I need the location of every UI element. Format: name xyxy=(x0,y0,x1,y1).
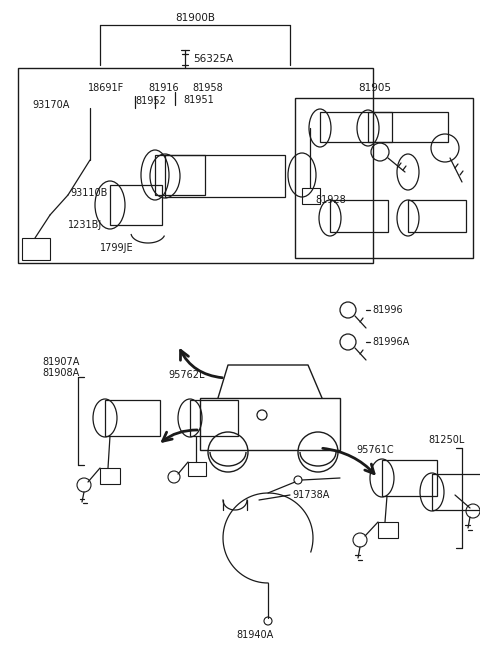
Text: 1799JE: 1799JE xyxy=(100,243,133,253)
Text: 81951: 81951 xyxy=(183,95,214,105)
Bar xyxy=(100,468,120,484)
Bar xyxy=(190,400,238,436)
Text: 81908A: 81908A xyxy=(42,368,79,378)
Bar xyxy=(105,400,160,436)
Bar xyxy=(110,185,162,225)
Bar xyxy=(368,112,448,142)
Text: 95762L: 95762L xyxy=(168,370,204,380)
Bar xyxy=(432,474,480,510)
Bar xyxy=(155,155,205,195)
Bar xyxy=(320,112,392,142)
Bar xyxy=(408,200,466,232)
Bar xyxy=(165,155,285,197)
Text: 81928: 81928 xyxy=(315,195,346,205)
Text: 91738A: 91738A xyxy=(292,490,329,500)
Text: 81250L: 81250L xyxy=(428,435,464,445)
Bar xyxy=(22,238,50,260)
Text: 1231BJ: 1231BJ xyxy=(68,220,102,230)
Text: 93170A: 93170A xyxy=(32,100,70,110)
Bar xyxy=(188,462,206,476)
Text: 81996: 81996 xyxy=(372,305,403,315)
Text: 18691F: 18691F xyxy=(88,83,124,93)
Bar xyxy=(200,398,340,450)
Text: 93110B: 93110B xyxy=(70,188,108,198)
Text: 81940A: 81940A xyxy=(236,630,274,640)
Bar xyxy=(295,98,473,258)
Bar xyxy=(18,68,373,263)
Bar xyxy=(382,460,437,496)
Text: 81952: 81952 xyxy=(135,96,166,106)
Text: 95761C: 95761C xyxy=(356,445,394,455)
Text: 56325A: 56325A xyxy=(193,54,233,64)
Text: 81996A: 81996A xyxy=(372,337,409,347)
Text: 81916: 81916 xyxy=(148,83,179,93)
Bar xyxy=(330,200,388,232)
Text: 81958: 81958 xyxy=(192,83,223,93)
Text: 81905: 81905 xyxy=(359,83,392,93)
Text: 81900B: 81900B xyxy=(175,13,215,23)
Bar xyxy=(302,188,320,204)
Bar xyxy=(378,522,398,538)
Text: 81907A: 81907A xyxy=(42,357,79,367)
